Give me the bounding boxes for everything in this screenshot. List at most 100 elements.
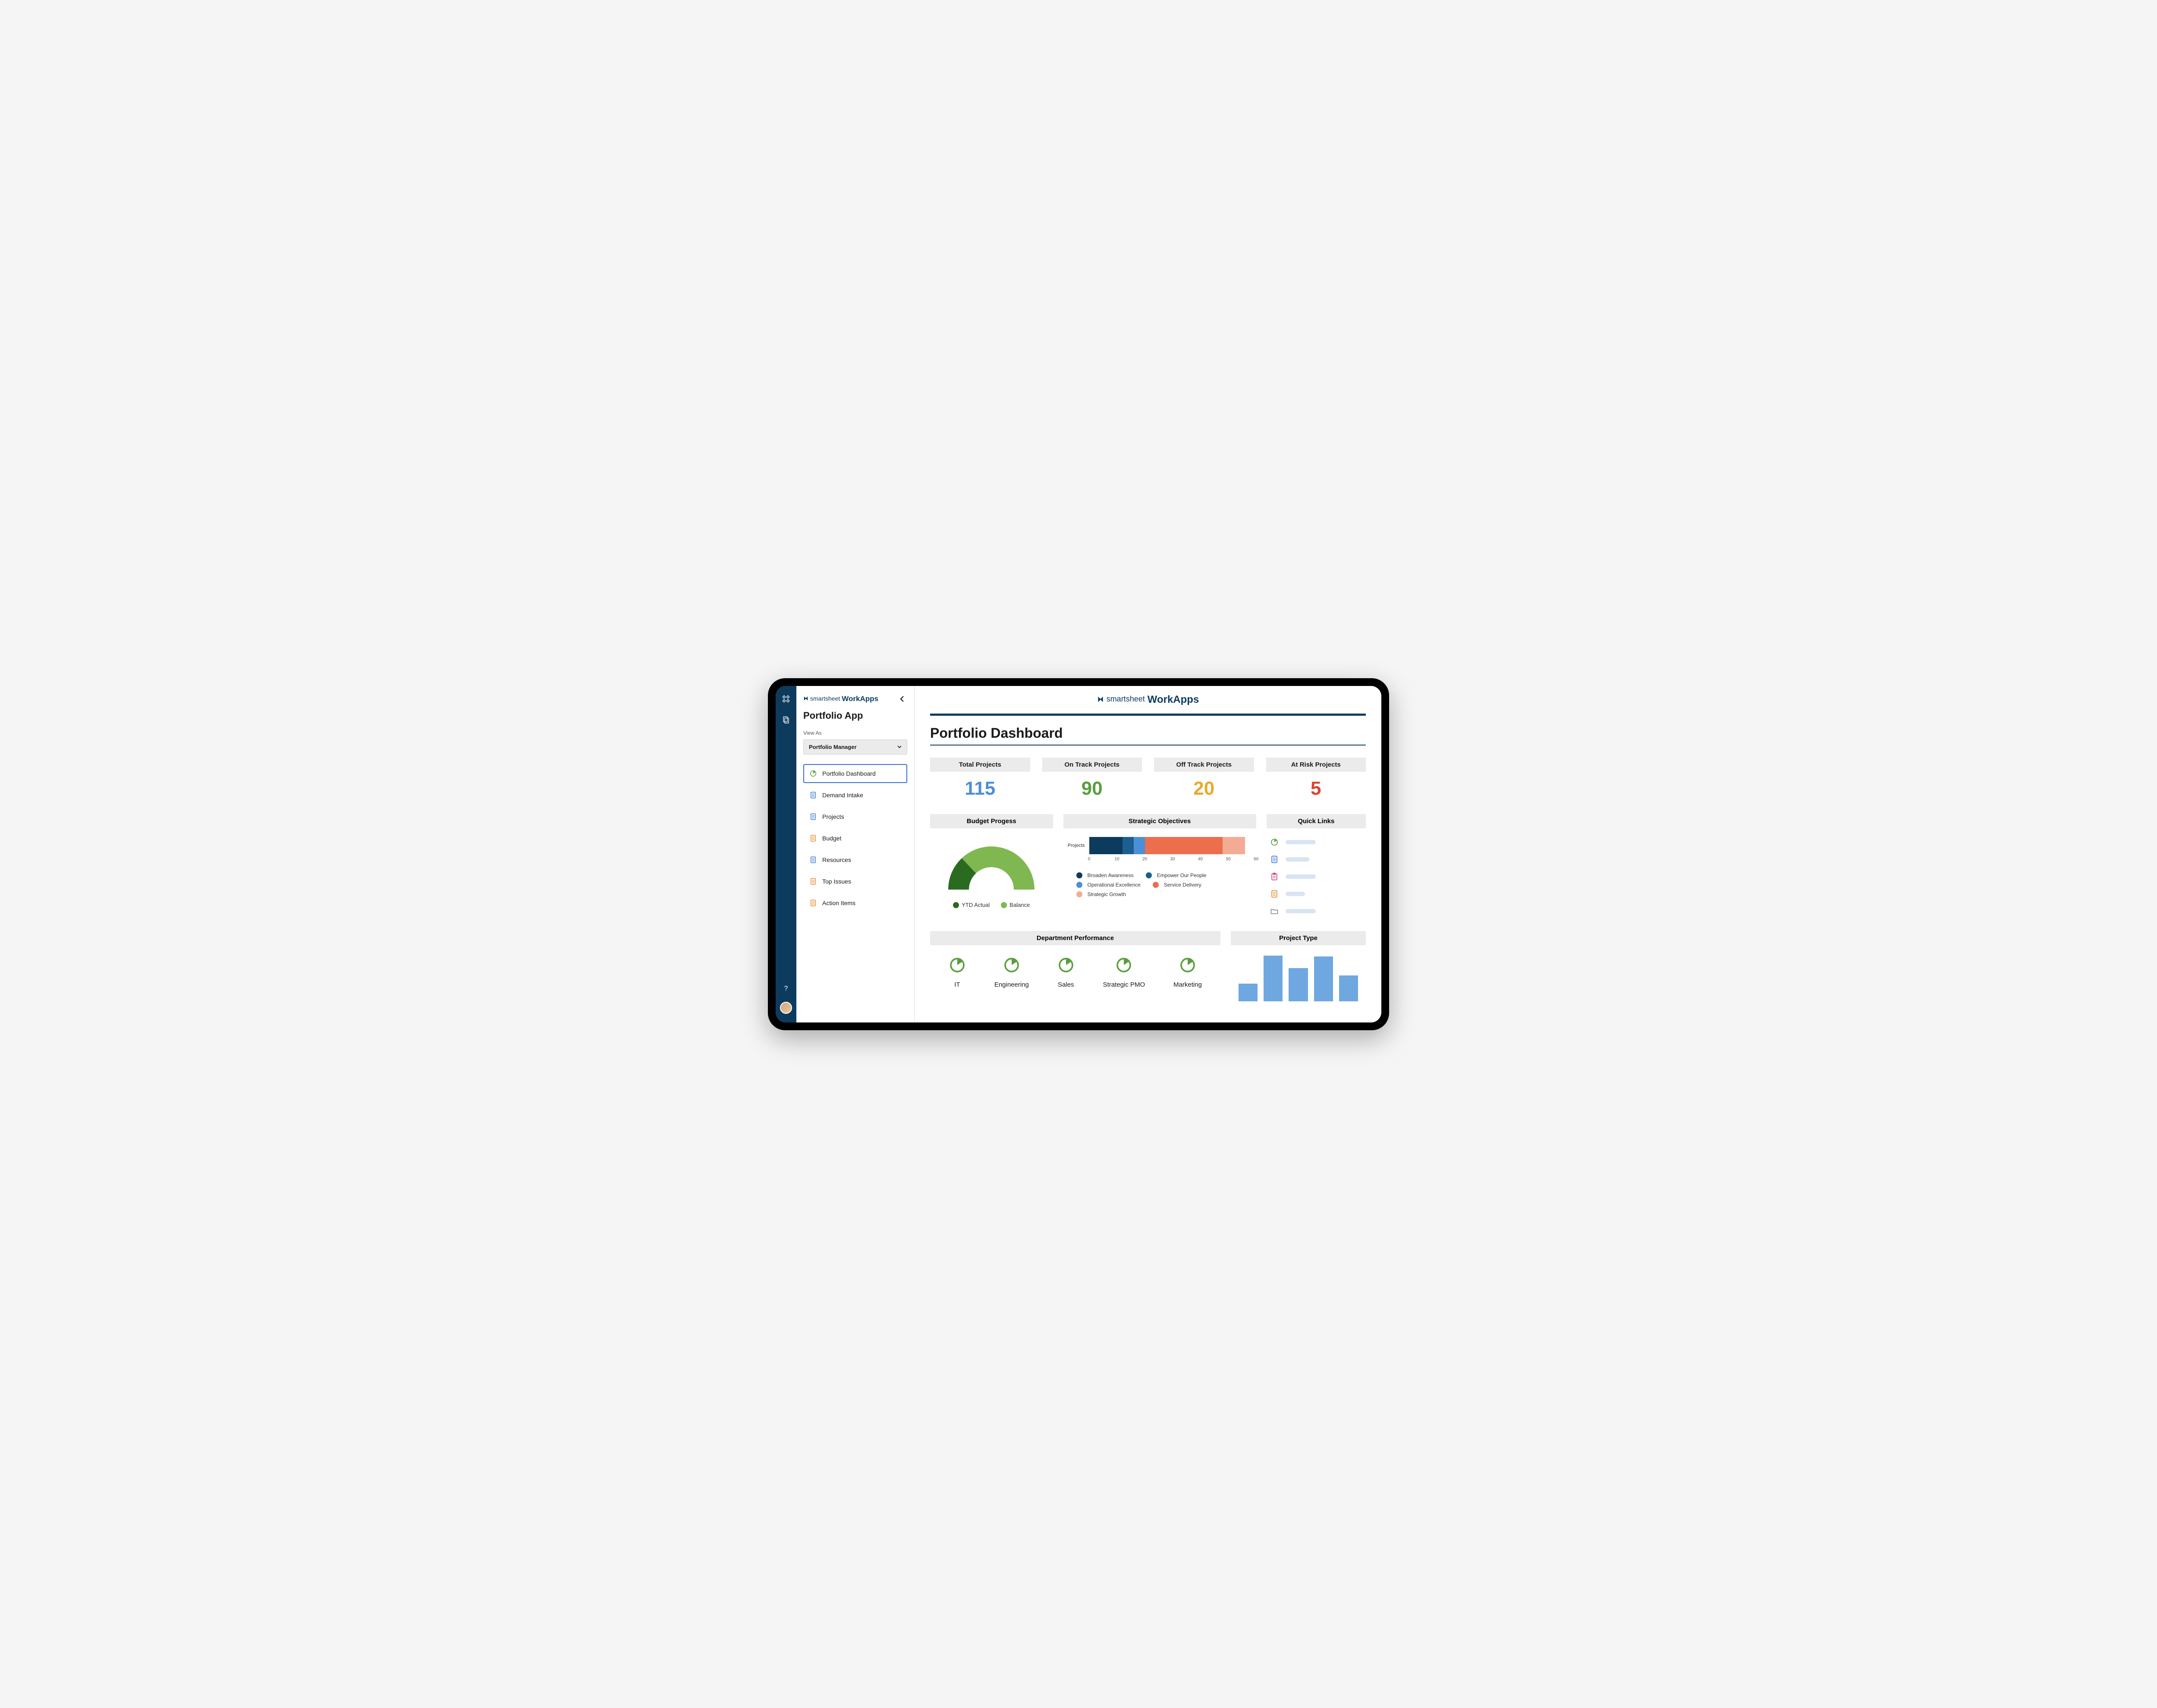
strategic-stacked-bar bbox=[1089, 837, 1245, 854]
strategic-y-label: Projects bbox=[1063, 843, 1085, 848]
sidebar-nav: Portfolio Dashboard Demand Intake Projects… bbox=[803, 764, 907, 912]
portfolio-rail-icon[interactable] bbox=[782, 715, 790, 724]
sheet-blue-icon bbox=[809, 791, 817, 799]
project-type-widget: Project Type bbox=[1231, 931, 1366, 1001]
nav-item-label: Budget bbox=[822, 835, 841, 842]
stacked-segment bbox=[1223, 837, 1245, 854]
nav-item-budget[interactable]: Budget bbox=[803, 829, 907, 848]
dept-name: IT bbox=[949, 981, 966, 988]
kpi-card: Total Projects115 bbox=[930, 758, 1030, 799]
dept-item[interactable]: Sales bbox=[1057, 956, 1075, 988]
kpi-value: 90 bbox=[1042, 778, 1142, 799]
legend-item: Balance bbox=[1001, 902, 1030, 909]
brand-company: smartsheet bbox=[810, 695, 840, 702]
kpi-card: On Track Projects90 bbox=[1042, 758, 1142, 799]
brand-mark-icon bbox=[1097, 696, 1104, 703]
nav-item-portfolio-dashboard[interactable]: Portfolio Dashboard bbox=[803, 764, 907, 783]
nav-item-resources[interactable]: Resources bbox=[803, 850, 907, 869]
sidebar: smartsheet WorkApps Portfolio App View A… bbox=[796, 686, 915, 1022]
quick-link-placeholder bbox=[1286, 840, 1316, 844]
left-rail: ? bbox=[776, 686, 796, 1022]
sidebar-header: smartsheet WorkApps bbox=[803, 694, 907, 704]
kpi-value: 20 bbox=[1154, 778, 1254, 799]
kpi-card: Off Track Projects20 bbox=[1154, 758, 1254, 799]
collapse-sidebar-button[interactable] bbox=[897, 694, 907, 704]
budget-progress-title: Budget Progess bbox=[930, 814, 1053, 828]
nav-item-label: Top Issues bbox=[822, 878, 851, 885]
sheet-orange-icon bbox=[1270, 890, 1279, 898]
bottom-row: Department Performance IT Engineering Sale… bbox=[930, 931, 1366, 1001]
dept-item[interactable]: Strategic PMO bbox=[1103, 956, 1145, 988]
axis-tick: 10 bbox=[1114, 857, 1119, 862]
budget-gauge-chart bbox=[942, 837, 1041, 893]
role-dropdown[interactable]: Portfolio Manager bbox=[803, 739, 907, 755]
nav-item-label: Action Items bbox=[822, 900, 855, 906]
sheet-blue-icon bbox=[809, 813, 817, 821]
kpi-label: At Risk Projects bbox=[1266, 758, 1366, 772]
dept-name: Sales bbox=[1057, 981, 1075, 988]
dept-name: Marketing bbox=[1173, 981, 1202, 988]
quick-links-widget: Quick Links bbox=[1267, 814, 1366, 915]
nav-item-action-items[interactable]: Action Items bbox=[803, 893, 907, 912]
quick-link-placeholder bbox=[1286, 874, 1316, 879]
quick-link-placeholder bbox=[1286, 857, 1309, 862]
dept-item[interactable]: Engineering bbox=[994, 956, 1029, 988]
bar bbox=[1289, 968, 1308, 1001]
sheet-orange-icon bbox=[809, 899, 817, 907]
nav-item-label: Resources bbox=[822, 856, 851, 863]
nav-item-label: Projects bbox=[822, 813, 844, 820]
nav-item-label: Demand Intake bbox=[822, 792, 863, 799]
nav-item-demand-intake[interactable]: Demand Intake bbox=[803, 786, 907, 805]
quick-link-item[interactable] bbox=[1270, 890, 1366, 898]
legend-item: Strategic Growth bbox=[1076, 891, 1126, 897]
pie-green-icon bbox=[1270, 838, 1279, 846]
quick-link-item[interactable] bbox=[1270, 838, 1366, 846]
quick-links-list bbox=[1267, 837, 1366, 915]
view-as-label: View As bbox=[803, 730, 907, 736]
kpi-card: At Risk Projects5 bbox=[1266, 758, 1366, 799]
brand-logo: smartsheet bbox=[803, 695, 840, 702]
header-divider bbox=[930, 714, 1366, 716]
budget-gauge-legend: YTD Actual Balance bbox=[953, 902, 1030, 909]
stacked-segment bbox=[1089, 837, 1123, 854]
main-brand-company: smartsheet bbox=[1107, 695, 1145, 704]
quick-link-item[interactable] bbox=[1270, 907, 1366, 915]
app-screen: ? smartsheet WorkApps Portfolio App View… bbox=[776, 686, 1381, 1022]
bar bbox=[1239, 984, 1258, 1001]
project-type-bar-chart bbox=[1231, 954, 1366, 1001]
widgets-row: Budget Progess YTD Actual Balance Strateg… bbox=[930, 814, 1366, 915]
dept-list: IT Engineering Sales Strategic PMO Marketing bbox=[930, 954, 1220, 988]
legend-item: YTD Actual bbox=[953, 902, 990, 909]
main-header: smartsheet WorkApps bbox=[915, 686, 1381, 710]
legend-item: Empower Our People bbox=[1146, 872, 1207, 878]
role-dropdown-value: Portfolio Manager bbox=[809, 744, 857, 750]
brand-product: WorkApps bbox=[842, 695, 878, 703]
pie-green-icon bbox=[809, 770, 817, 777]
sheet-blue-icon bbox=[1270, 855, 1279, 864]
quick-link-item[interactable] bbox=[1270, 855, 1366, 864]
axis-tick: 30 bbox=[1170, 857, 1175, 862]
pie-icon bbox=[1179, 956, 1196, 974]
apps-icon[interactable] bbox=[782, 695, 790, 703]
dept-item[interactable]: Marketing bbox=[1173, 956, 1202, 988]
sheet-orange-icon bbox=[809, 878, 817, 885]
legend-item: Operational Excellence bbox=[1076, 882, 1141, 888]
dept-item[interactable]: IT bbox=[949, 956, 966, 988]
chevron-down-icon bbox=[897, 745, 902, 748]
quick-link-item[interactable] bbox=[1270, 872, 1366, 881]
bar bbox=[1339, 975, 1358, 1001]
quick-links-title: Quick Links bbox=[1267, 814, 1366, 828]
app-title: Portfolio App bbox=[803, 710, 907, 721]
nav-item-label: Portfolio Dashboard bbox=[822, 770, 876, 777]
kpi-value: 115 bbox=[930, 778, 1030, 799]
help-icon[interactable]: ? bbox=[782, 985, 790, 993]
device-frame: ? smartsheet WorkApps Portfolio App View… bbox=[768, 678, 1389, 1030]
dept-name: Engineering bbox=[994, 981, 1029, 988]
dept-performance-title: Department Performance bbox=[930, 931, 1220, 945]
page-title: Portfolio Dashboard bbox=[930, 725, 1366, 741]
dept-performance-widget: Department Performance IT Engineering Sale… bbox=[930, 931, 1220, 1001]
nav-item-top-issues[interactable]: Top Issues bbox=[803, 872, 907, 891]
nav-item-projects[interactable]: Projects bbox=[803, 807, 907, 826]
user-avatar[interactable] bbox=[780, 1002, 792, 1014]
dept-name: Strategic PMO bbox=[1103, 981, 1145, 988]
